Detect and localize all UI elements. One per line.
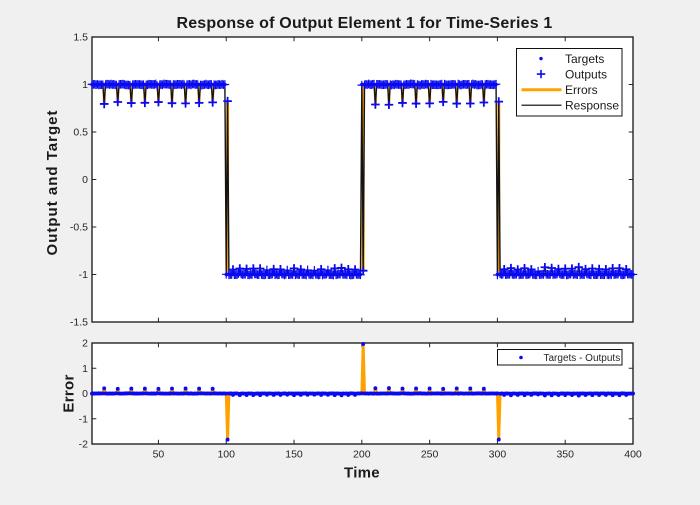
svg-text:50: 50 [153,449,165,461]
svg-text:100: 100 [217,449,235,461]
svg-text:Targets: Targets [565,52,604,66]
svg-text:2: 2 [82,338,88,350]
svg-text:300: 300 [489,449,507,461]
svg-text:Output and Target: Output and Target [44,110,61,256]
svg-text:400: 400 [624,449,642,461]
svg-text:1: 1 [82,363,88,375]
svg-text:-1.5: -1.5 [70,317,88,329]
svg-text:150: 150 [285,449,303,461]
svg-text:0: 0 [82,174,88,186]
svg-text:Response: Response [565,99,619,113]
svg-text:Outputs: Outputs [565,68,607,82]
svg-text:0.5: 0.5 [73,127,88,139]
svg-text:1: 1 [82,79,88,91]
svg-text:Targets - Outputs: Targets - Outputs [544,353,621,364]
svg-text:200: 200 [353,449,371,461]
svg-text:-1: -1 [79,413,88,425]
svg-text:1.5: 1.5 [73,32,88,44]
svg-text:250: 250 [421,449,439,461]
svg-text:Time: Time [344,465,380,482]
svg-text:Errors: Errors [565,83,598,97]
svg-text:0: 0 [82,388,88,400]
svg-text:Error: Error [61,374,78,412]
svg-text:Response of Output Element 1 f: Response of Output Element 1 for Time-Se… [176,15,552,32]
svg-text:350: 350 [556,449,574,461]
svg-text:-1: -1 [79,269,88,281]
svg-text:-2: -2 [79,439,88,451]
svg-text:-0.5: -0.5 [70,222,88,234]
